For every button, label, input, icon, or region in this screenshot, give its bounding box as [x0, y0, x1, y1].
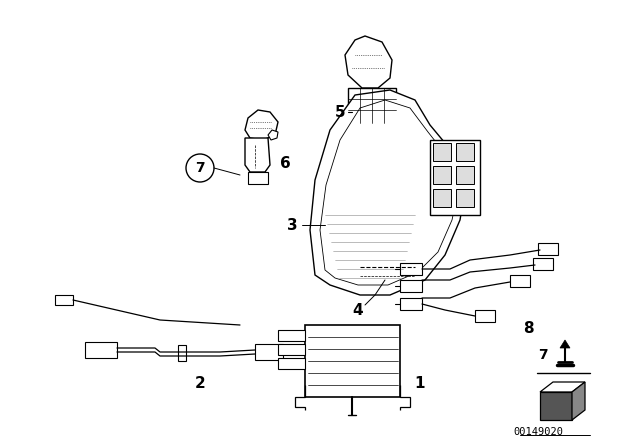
Bar: [456, 166, 474, 184]
Bar: [278, 344, 305, 355]
Polygon shape: [268, 130, 278, 140]
Bar: [433, 166, 451, 184]
Polygon shape: [560, 340, 570, 348]
Bar: [55, 295, 73, 305]
Bar: [475, 310, 495, 322]
Bar: [178, 345, 186, 361]
Bar: [533, 258, 553, 270]
Bar: [248, 172, 268, 184]
Bar: [456, 189, 474, 207]
Polygon shape: [572, 382, 585, 420]
Bar: [433, 143, 451, 161]
Polygon shape: [245, 110, 278, 140]
Bar: [400, 298, 422, 310]
Text: 3: 3: [287, 217, 298, 233]
Bar: [255, 344, 283, 360]
Polygon shape: [320, 100, 458, 285]
Bar: [433, 189, 451, 207]
Polygon shape: [400, 385, 410, 410]
Polygon shape: [245, 138, 270, 172]
Text: 8: 8: [523, 320, 533, 336]
Polygon shape: [345, 36, 392, 88]
Polygon shape: [540, 392, 572, 420]
Bar: [456, 143, 474, 161]
Bar: [85, 342, 117, 358]
Bar: [400, 280, 422, 292]
Bar: [510, 275, 530, 287]
Text: 7: 7: [538, 348, 548, 362]
Bar: [430, 140, 480, 215]
Text: 5: 5: [335, 104, 346, 120]
Text: 6: 6: [280, 155, 291, 171]
Polygon shape: [310, 90, 465, 295]
Text: 4: 4: [353, 302, 364, 318]
Text: 7: 7: [195, 161, 205, 175]
Bar: [348, 88, 396, 123]
Text: 2: 2: [195, 375, 205, 391]
Bar: [538, 243, 558, 255]
Text: 1: 1: [415, 375, 425, 391]
Text: 00149020: 00149020: [513, 427, 563, 437]
Bar: [400, 263, 422, 275]
Polygon shape: [540, 382, 585, 392]
Bar: [305, 325, 400, 397]
Bar: [278, 358, 305, 369]
Polygon shape: [295, 385, 305, 410]
Bar: [278, 330, 305, 341]
Bar: [396, 100, 408, 112]
